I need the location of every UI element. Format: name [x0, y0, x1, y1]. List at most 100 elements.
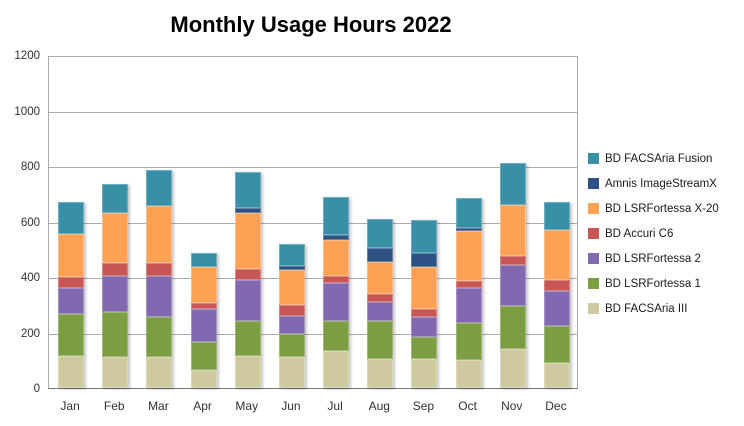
segment-nov-bd-facsaria-iii	[499, 349, 526, 388]
y-tick-label: 600	[20, 216, 40, 229]
segment-sep-bd-facsaria-iii	[411, 358, 438, 388]
segment-jun-bd-lsrfortessa-1	[278, 333, 305, 358]
y-tick-label: 1000	[14, 105, 40, 118]
x-tick-label-mar: Mar	[148, 399, 169, 413]
segment-jul-bd-lsrfortessa-x-20	[323, 239, 350, 276]
x-axis: Jan Feb Mar Apr May Jun Jul Aug Sep Oct Nov Dec	[48, 399, 578, 419]
x-tick-label-jun: Jun	[281, 399, 301, 413]
segment-oct-bd-accuri-c6	[455, 281, 482, 289]
segment-dec-bd-lsrfortessa-x-20	[543, 229, 570, 280]
y-tick-label: 400	[20, 272, 40, 284]
segment-aug-amnis-imagestreamx	[367, 247, 394, 262]
segment-may-bd-facsaria-iii	[234, 356, 261, 388]
segment-apr-bd-lsrfortessa-1	[190, 342, 217, 370]
segment-mar-bd-lsrfortessa-x-20	[146, 206, 173, 264]
segment-mar-bd-lsrfortessa-1	[146, 317, 173, 358]
segment-may-bd-facsaria-fusion	[234, 171, 261, 208]
x-tick-label-nov: Nov	[501, 399, 523, 413]
segment-jul-bd-lsrfortessa-1	[323, 321, 350, 351]
segment-sep-bd-accuri-c6	[411, 308, 438, 318]
segment-dec-bd-lsrfortessa-1	[543, 325, 570, 364]
segment-mar-bd-accuri-c6	[146, 263, 173, 276]
segment-may-amnis-imagestreamx	[234, 207, 261, 214]
segment-oct-bd-lsrfortessa-x-20	[455, 231, 482, 282]
segment-feb-bd-lsrfortessa-1	[102, 311, 129, 358]
legend-label: BD LSRFortessa 2	[605, 252, 701, 265]
plot-area	[48, 56, 578, 389]
bar-apr	[190, 253, 217, 388]
segment-mar-bd-lsrfortessa-2	[146, 275, 173, 318]
segment-oct-bd-lsrfortessa-2	[455, 288, 482, 323]
y-tick-label: 0	[33, 383, 40, 395]
segment-jun-bd-facsaria-iii	[278, 357, 305, 388]
segment-jun-bd-facsaria-fusion	[278, 243, 305, 266]
segment-jan-bd-lsrfortessa-2	[58, 288, 85, 315]
segment-oct-bd-lsrfortessa-1	[455, 322, 482, 361]
segment-sep-bd-facsaria-fusion	[411, 220, 438, 254]
legend-swatch-icon	[588, 203, 599, 214]
segment-nov-bd-accuri-c6	[499, 256, 526, 265]
segment-dec-bd-facsaria-fusion	[543, 202, 570, 230]
segment-sep-bd-lsrfortessa-2	[411, 317, 438, 337]
legend-swatch-icon	[588, 278, 599, 289]
x-tick-label-dec: Dec	[545, 399, 567, 413]
segment-may-bd-lsrfortessa-1	[234, 321, 261, 357]
segment-aug-bd-lsrfortessa-1	[367, 321, 394, 359]
x-tick-label-aug: Aug	[368, 399, 390, 413]
legend-item-bd-lsrfortessa-2: BD LSRFortessa 2	[588, 246, 744, 271]
y-tick-label: 1200	[14, 50, 40, 62]
segment-jul-bd-facsaria-fusion	[323, 196, 350, 236]
segment-jul-bd-accuri-c6	[323, 275, 350, 283]
bar-mar	[146, 170, 173, 388]
segment-dec-bd-facsaria-iii	[543, 363, 570, 388]
bar-may	[234, 171, 261, 388]
legend-label: BD LSRFortessa X-20	[605, 202, 719, 215]
segment-aug-bd-facsaria-iii	[367, 358, 394, 388]
segment-feb-bd-lsrfortessa-x-20	[102, 213, 129, 264]
bar-sep	[411, 220, 438, 388]
legend-item-bd-facsaria-fusion: BD FACSAria Fusion	[588, 146, 744, 171]
segment-oct-bd-facsaria-fusion	[455, 197, 482, 229]
x-tick-label-may: May	[235, 399, 259, 413]
legend-label: BD LSRFortessa 1	[605, 277, 701, 290]
segment-aug-bd-accuri-c6	[367, 293, 394, 302]
segment-apr-bd-facsaria-iii	[190, 369, 217, 388]
legend-label: BD FACSAria III	[605, 302, 688, 315]
bar-feb	[102, 184, 129, 388]
legend-swatch-icon	[588, 253, 599, 264]
segment-sep-bd-lsrfortessa-1	[411, 336, 438, 359]
bar-jan	[58, 202, 85, 388]
segment-jun-bd-accuri-c6	[278, 304, 305, 316]
legend-swatch-icon	[588, 178, 599, 189]
y-tick-label: 800	[20, 161, 40, 173]
gridline-800	[49, 167, 577, 168]
x-tick-label-jan: Jan	[60, 399, 80, 413]
legend-swatch-icon	[588, 153, 599, 164]
y-axis: 0 200 400 600 800 1000 1200	[0, 50, 40, 395]
segment-may-bd-lsrfortessa-x-20	[234, 213, 261, 269]
segment-jul-amnis-imagestreamx	[323, 235, 350, 240]
bar-oct	[455, 197, 482, 388]
segment-jul-bd-facsaria-iii	[323, 350, 350, 388]
segment-feb-bd-accuri-c6	[102, 263, 129, 276]
segment-aug-bd-lsrfortessa-x-20	[367, 261, 394, 294]
segment-feb-bd-lsrfortessa-2	[102, 275, 129, 312]
bar-jun	[278, 243, 305, 388]
bar-jul	[323, 196, 350, 388]
bar-dec	[543, 202, 570, 388]
segment-may-bd-lsrfortessa-2	[234, 279, 261, 322]
segment-feb-bd-facsaria-fusion	[102, 184, 129, 214]
segment-nov-bd-lsrfortessa-1	[499, 306, 526, 350]
bar-aug	[367, 218, 394, 388]
segment-nov-bd-facsaria-fusion	[499, 163, 526, 205]
bar-nov	[499, 163, 526, 388]
segment-oct-bd-facsaria-iii	[455, 360, 482, 388]
legend-item-bd-lsrfortessa-1: BD LSRFortessa 1	[588, 271, 744, 296]
segment-aug-bd-facsaria-fusion	[367, 218, 394, 248]
gridline-400	[49, 278, 577, 279]
segment-jan-bd-accuri-c6	[58, 277, 85, 289]
gridline-1200	[49, 56, 577, 57]
segment-mar-bd-facsaria-fusion	[146, 170, 173, 207]
segment-jan-bd-lsrfortessa-1	[58, 314, 85, 357]
